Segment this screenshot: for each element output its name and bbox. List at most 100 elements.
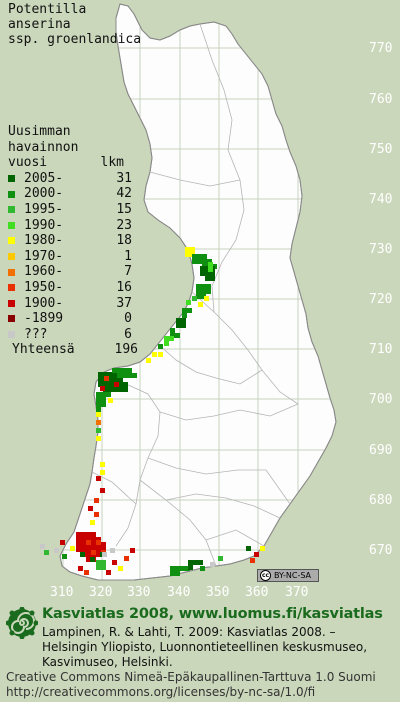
x-axis-label: 340 [167, 585, 191, 600]
sighting-square [206, 289, 211, 294]
sighting-square [198, 302, 203, 307]
sighting-square [100, 470, 105, 475]
sighting-square [196, 284, 201, 289]
sighting-square [86, 557, 91, 562]
legend-count-value: 15 [116, 201, 132, 217]
legend-row: 2005- 31 [8, 171, 138, 187]
y-axis-label: 680 [369, 493, 393, 508]
sighting-square [96, 420, 101, 425]
sighting-square [123, 387, 128, 392]
legend-count-value: 0 [124, 311, 132, 327]
sighting-square [96, 552, 101, 557]
sighting-square [54, 548, 59, 553]
sighting-square [175, 571, 180, 576]
sighting-square [106, 570, 111, 575]
atlas-title-link[interactable]: Kasviatlas 2008, www.luomus.fi/kasviatla… [42, 606, 383, 622]
legend-row: 1990- 23 [8, 218, 138, 234]
sighting-square [210, 271, 215, 276]
legend-swatch [8, 299, 15, 307]
sighting-square [210, 562, 215, 567]
sighting-square [108, 398, 113, 403]
y-axis-label: 730 [369, 242, 393, 257]
legend-swatch [8, 315, 15, 323]
sighting-square [96, 565, 101, 570]
sighting-square [127, 368, 132, 373]
legend-swatch [8, 221, 15, 229]
sighting-square [182, 308, 187, 313]
sighting-square [185, 252, 190, 257]
legend-year-label: ??? [24, 326, 48, 342]
sighting-square [192, 254, 197, 259]
sighting-square [127, 373, 132, 378]
sighting-square [197, 259, 202, 264]
sighting-square [175, 333, 180, 338]
sighting-square [205, 276, 210, 281]
sighting-square [118, 387, 123, 392]
sighting-square [91, 537, 96, 542]
sighting-square [84, 570, 89, 575]
sighting-square [101, 547, 106, 552]
legend-count-value: 31 [116, 170, 132, 186]
sighting-square [94, 498, 99, 503]
legend-swatch [8, 284, 15, 292]
sighting-square [208, 267, 213, 272]
cc-license-badge[interactable]: cc BY-NC-SA [257, 569, 319, 582]
legend-count-value: 23 [116, 217, 132, 233]
sighting-square [192, 296, 197, 301]
sighting-square [108, 377, 113, 382]
sighting-square [181, 318, 186, 323]
y-axis-label: 670 [369, 543, 393, 558]
sighting-square [81, 542, 86, 547]
sighting-square [196, 294, 201, 299]
legend-swatch [8, 175, 15, 183]
sighting-square [200, 271, 205, 276]
sighting-square [164, 336, 169, 341]
legend-row: 1950- 16 [8, 280, 138, 296]
sighting-square [202, 254, 207, 259]
legend-row: 1995- 15 [8, 202, 138, 218]
species-title-line2: anserina [8, 17, 71, 32]
sighting-square [101, 542, 106, 547]
sighting-square [81, 547, 86, 552]
license-url[interactable]: http://creativecommons.org/licenses/by-n… [6, 685, 316, 699]
legend-row: ??? 6 [8, 327, 138, 343]
legend-count-value: 6 [124, 326, 132, 342]
legend-row: 1970- 1 [8, 249, 138, 265]
legend-header-columns: vuosi lkm [8, 155, 138, 171]
sighting-square [101, 565, 106, 570]
sighting-square [201, 284, 206, 289]
species-title-line3: ssp. groenlandica [8, 32, 142, 47]
sighting-square [112, 368, 117, 373]
sighting-square [170, 566, 175, 571]
sighting-square [122, 373, 127, 378]
legend-row: 1980- 18 [8, 233, 138, 249]
legend-year-label: 1995- [24, 201, 64, 217]
x-axis-label: 310 [50, 585, 74, 600]
sighting-square [98, 377, 103, 382]
sighting-square [130, 548, 135, 553]
sighting-square [96, 537, 101, 542]
sighting-square [197, 254, 202, 259]
y-axis-label: 700 [369, 392, 393, 407]
sighting-square [96, 436, 101, 441]
legend-year-label: 2000- [24, 186, 64, 202]
legend-header-line1: Uusimman [8, 124, 71, 139]
sighting-square [98, 382, 103, 387]
sighting-square [112, 560, 117, 565]
legend-count-value: 16 [116, 279, 132, 295]
sighting-square [104, 376, 109, 381]
sighting-square [76, 542, 81, 547]
y-axis-label: 720 [369, 292, 393, 307]
sighting-square [204, 296, 209, 301]
sighting-square [108, 387, 113, 392]
sighting-square [101, 397, 106, 402]
sighting-square [193, 560, 198, 565]
sighting-square [81, 532, 86, 537]
sighting-square [176, 318, 181, 323]
sighting-square [113, 377, 118, 382]
region-borders [91, 23, 299, 567]
sighting-square [100, 488, 105, 493]
license-name: Creative Commons Nimeä-Epäkaupallinen-Ta… [6, 670, 376, 684]
sighting-square [181, 323, 186, 328]
legend-swatch [8, 237, 15, 245]
